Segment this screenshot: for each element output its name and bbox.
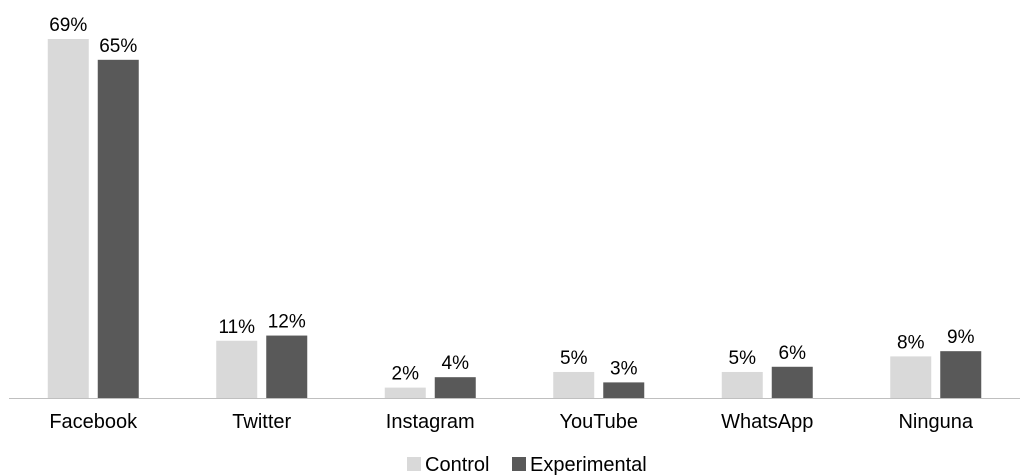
- bars-group: [47, 39, 982, 399]
- legend-swatch-experimental: [512, 457, 526, 471]
- bar-experimental-facebook: [97, 59, 139, 399]
- legend-label-experimental: Experimental: [530, 454, 647, 476]
- data-label-control-youtube: 5%: [560, 348, 588, 369]
- bar-experimental-ninguna: [940, 351, 982, 398]
- bar-experimental-twitter: [266, 335, 308, 398]
- legend: Control Experimental: [407, 454, 647, 476]
- bar-control-youtube: [553, 371, 595, 398]
- x-tick-label-facebook: Facebook: [49, 411, 138, 433]
- data-label-experimental-twitter: 12%: [268, 312, 306, 333]
- bar-experimental-youtube: [603, 382, 645, 398]
- data-label-experimental-youtube: 3%: [610, 358, 638, 379]
- data-label-experimental-ninguna: 9%: [947, 327, 975, 348]
- bar-control-facebook: [47, 39, 89, 398]
- legend-label-control: Control: [425, 454, 489, 476]
- data-label-experimental-facebook: 65%: [99, 36, 137, 57]
- bar-control-whatsapp: [721, 371, 763, 398]
- data-label-control-whatsapp: 5%: [729, 348, 757, 369]
- data-labels-group: 69% 65% 11% 12% 2% 4% 5% 3% 5% 6% 8% 9%: [49, 15, 974, 385]
- legend-swatch-control: [407, 457, 421, 471]
- x-tick-label-whatsapp: WhatsApp: [721, 411, 813, 433]
- data-label-experimental-instagram: 4%: [442, 353, 470, 374]
- x-tick-labels-group: Facebook Twitter Instagram YouTube WhatsApp N…: [49, 411, 974, 433]
- data-label-control-facebook: 69%: [49, 15, 87, 36]
- bar-control-twitter: [216, 340, 258, 398]
- x-tick-label-twitter: Twitter: [232, 411, 291, 433]
- data-label-control-instagram: 2%: [392, 364, 420, 385]
- x-tick-label-instagram: Instagram: [386, 411, 475, 433]
- x-tick-label-youtube: YouTube: [559, 411, 638, 433]
- data-label-control-twitter: 11%: [218, 317, 255, 338]
- data-label-experimental-whatsapp: 6%: [779, 343, 807, 364]
- x-tick-label-ninguna: Ninguna: [898, 411, 973, 433]
- bar-control-instagram: [384, 387, 426, 398]
- bar-control-ninguna: [890, 356, 932, 398]
- bar-experimental-instagram: [434, 377, 476, 398]
- data-label-control-ninguna: 8%: [897, 332, 925, 353]
- bar-experimental-whatsapp: [771, 366, 813, 398]
